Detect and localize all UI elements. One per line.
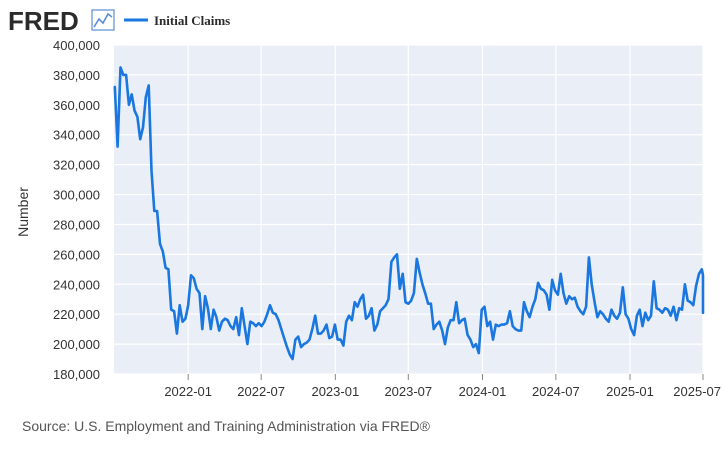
y-tick-label: 340,000 [53,128,100,143]
y-axis-label: Number [15,187,31,237]
x-tick-label: 2023-01 [311,384,359,399]
x-tick-label: 2022-01 [164,384,212,399]
legend-label: Initial Claims [154,13,230,28]
y-tick-label: 400,000 [53,38,100,53]
x-tick-label: 2024-07 [532,384,580,399]
x-axis-ticks: 2022-01 2022-07 2023-01 2023-07 2024-01 2024-… [164,374,721,399]
x-tick-label: 2022-07 [237,384,285,399]
x-tick-label: 2025-07 [673,384,721,399]
y-axis-ticks: 180,000 200,000 220,000 240,000 260,000 280,0… [53,38,100,382]
x-tick-label: 2025-01 [606,384,654,399]
legend: Initial Claims [124,13,230,28]
fred-logo-text: FRED [8,6,79,36]
series-line-initial-claims [113,66,705,361]
y-tick-label: 280,000 [53,217,100,232]
source-note: Source: U.S. Employment and Training Adm… [22,418,431,434]
y-tick-label: 320,000 [53,158,100,173]
y-tick-label: 180,000 [53,367,100,382]
fred-logo[interactable]: FRED [8,6,115,36]
y-tick-label: 360,000 [53,98,100,113]
line-graph-icon [91,9,115,31]
y-tick-label: 220,000 [53,307,100,322]
y-tick-label: 200,000 [53,337,100,352]
y-tick-label: 260,000 [53,247,100,262]
vertical-gridlines [187,45,704,374]
series-layer [113,66,705,361]
y-tick-label: 240,000 [53,277,100,292]
y-tick-label: 380,000 [53,68,100,83]
x-tick-label: 2023-07 [384,384,432,399]
y-tick-label: 300,000 [53,188,100,203]
x-tick-label: 2024-01 [459,384,507,399]
